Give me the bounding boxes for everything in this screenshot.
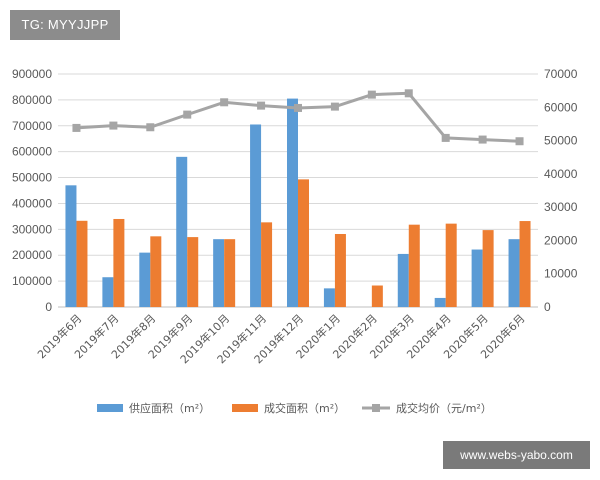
left-tick-label: 600000 bbox=[12, 145, 52, 159]
deal-bar bbox=[224, 239, 236, 307]
right-tick-label: 50000 bbox=[544, 134, 578, 148]
price-point bbox=[478, 135, 487, 144]
price-point bbox=[146, 123, 155, 132]
legend-deal: 成交面积（m²） bbox=[232, 401, 345, 415]
price-point bbox=[515, 137, 524, 146]
right-axis: 0 10000 20000 30000 40000 50000 60000 70000 bbox=[544, 67, 578, 314]
legend-label: 成交面积（m²） bbox=[264, 401, 345, 415]
supply-bar bbox=[471, 249, 483, 307]
deal-bar bbox=[408, 224, 420, 307]
right-tick-label: 60000 bbox=[544, 100, 578, 114]
deal-bar bbox=[76, 220, 88, 307]
left-tick-label: 900000 bbox=[12, 67, 52, 81]
deal-bar bbox=[261, 222, 273, 307]
legend-swatch-marker bbox=[372, 404, 380, 412]
supply-bar bbox=[65, 185, 77, 307]
supply-bar bbox=[139, 252, 151, 307]
right-tick-label: 10000 bbox=[544, 267, 578, 281]
price-line bbox=[72, 89, 524, 146]
deal-bar bbox=[519, 221, 531, 307]
price-point bbox=[404, 89, 413, 98]
watermark-top: TG: MYYJJPP bbox=[10, 10, 120, 40]
price-point bbox=[257, 101, 266, 110]
legend-supply: 供应面积（m²） bbox=[97, 401, 210, 415]
deal-bar bbox=[334, 233, 346, 307]
x-axis: 2019年6月2019年7月2019年8月2019年9月2019年10月2019… bbox=[34, 311, 527, 366]
left-tick-label: 300000 bbox=[12, 222, 52, 236]
left-axis: 0 100000 200000 300000 400000 500000 600000 700… bbox=[12, 67, 52, 314]
price-point bbox=[367, 90, 376, 99]
legend-label: 供应面积（m²） bbox=[129, 401, 210, 415]
supply-bar bbox=[323, 288, 335, 307]
legend-swatch bbox=[232, 404, 258, 412]
left-tick-label: 400000 bbox=[12, 196, 52, 210]
price-point bbox=[441, 133, 450, 142]
legend: 供应面积（m²） 成交面积（m²） 成交均价（元/m²） bbox=[97, 401, 492, 415]
price-point bbox=[183, 110, 192, 119]
right-tick-label: 30000 bbox=[544, 200, 578, 214]
price-point bbox=[294, 103, 302, 112]
left-tick-label: 100000 bbox=[12, 274, 52, 288]
deal-bar bbox=[371, 285, 383, 307]
right-tick-label: 20000 bbox=[544, 233, 578, 247]
price-point bbox=[330, 102, 339, 111]
supply-bar bbox=[213, 239, 225, 307]
supply-bar bbox=[102, 277, 114, 307]
bars bbox=[65, 98, 531, 307]
legend-swatch bbox=[97, 404, 123, 412]
right-tick-label: 70000 bbox=[544, 67, 578, 81]
legend-label: 成交均价（元/m²） bbox=[396, 401, 492, 415]
supply-bar bbox=[250, 124, 262, 307]
supply-bar bbox=[287, 98, 298, 307]
supply-bar bbox=[176, 156, 188, 307]
left-tick-label: 800000 bbox=[12, 93, 52, 107]
right-tick-label: 0 bbox=[544, 300, 551, 314]
left-tick-label: 200000 bbox=[12, 248, 52, 262]
deal-bar bbox=[298, 179, 309, 307]
price-point bbox=[220, 98, 229, 107]
legend-price: 成交均价（元/m²） bbox=[362, 401, 492, 415]
supply-bar bbox=[397, 253, 409, 307]
deal-bar bbox=[482, 230, 494, 307]
left-tick-label: 0 bbox=[45, 300, 52, 314]
deal-bar bbox=[113, 218, 125, 307]
price-point bbox=[72, 123, 81, 132]
watermark-bottom: www.webs-yabo.com bbox=[443, 441, 590, 469]
supply-bar bbox=[508, 239, 520, 307]
deal-bar bbox=[150, 236, 162, 307]
supply-bar bbox=[434, 297, 446, 307]
left-tick-label: 700000 bbox=[12, 119, 52, 133]
left-tick-label: 500000 bbox=[12, 171, 52, 185]
price-point bbox=[109, 121, 118, 130]
deal-bar bbox=[445, 223, 457, 307]
deal-bar bbox=[187, 237, 199, 307]
right-tick-label: 40000 bbox=[544, 167, 578, 181]
